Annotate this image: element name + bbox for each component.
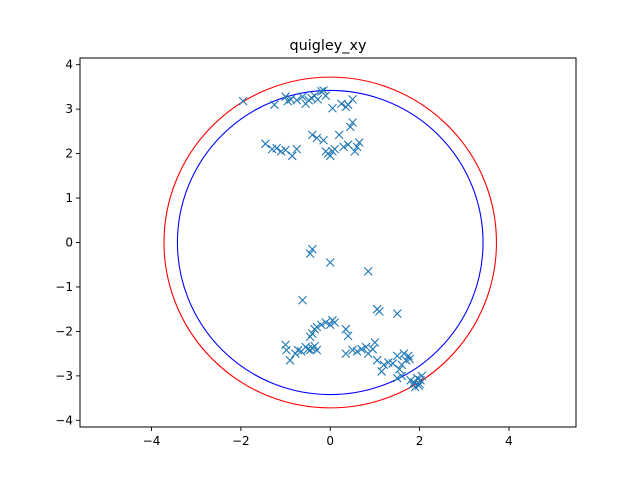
data-point (292, 95, 302, 105)
data-point (281, 92, 290, 102)
data-point (343, 140, 353, 150)
data-point (334, 130, 344, 140)
data-point (325, 151, 335, 161)
x-tick-label: −2 (232, 434, 250, 448)
data-point (312, 133, 322, 143)
data-point (328, 103, 337, 113)
y-tick-label: 1 (65, 191, 73, 205)
data-point (261, 139, 270, 149)
data-point (363, 267, 373, 276)
y-tick-label: −1 (55, 280, 73, 294)
reference-circles (163, 76, 498, 409)
data-point (388, 359, 398, 368)
x-tick-label: −4 (143, 434, 161, 448)
data-point (392, 309, 402, 319)
data-point (313, 94, 323, 104)
y-tick-label: 2 (65, 147, 73, 161)
y-tick-label: −2 (55, 324, 73, 338)
data-point (414, 381, 424, 391)
data-point (377, 367, 387, 376)
data-point (405, 354, 415, 364)
y-tick-label: 3 (65, 102, 73, 116)
data-point (319, 86, 328, 95)
x-tick-label: 4 (505, 434, 513, 448)
axes-frame (79, 57, 577, 428)
data-point (298, 295, 307, 305)
data-point (287, 151, 297, 161)
data-point (374, 307, 384, 316)
data-point (310, 341, 319, 351)
data-point (348, 118, 357, 127)
x-axis: −4 −2 0 2 4 (143, 427, 513, 448)
data-point (345, 122, 355, 132)
data-point (330, 144, 340, 154)
data-point (395, 364, 404, 374)
x-tick-label: 2 (416, 434, 424, 448)
data-point (321, 318, 331, 327)
y-tick-label: −3 (55, 369, 73, 383)
data-point (415, 379, 424, 389)
data-point (269, 100, 279, 110)
data-point (341, 324, 351, 334)
data-point (354, 138, 364, 147)
data-point (307, 130, 317, 140)
data-point (307, 244, 317, 254)
data-point (316, 320, 326, 330)
y-tick-label: −4 (55, 413, 73, 427)
reference-circle-0 (163, 76, 498, 409)
data-point (404, 351, 413, 361)
data-point (357, 344, 366, 354)
y-axis: −4 −3 −2 −1 0 1 2 3 4 (55, 58, 80, 427)
data-point (341, 349, 351, 359)
data-point (343, 331, 353, 341)
data-point (370, 338, 380, 347)
data-point (292, 144, 302, 154)
data-point (352, 347, 362, 356)
data-point (368, 344, 378, 354)
data-point (281, 340, 290, 350)
data-point (238, 96, 248, 106)
data-point (281, 145, 290, 155)
y-tick-label: 4 (65, 58, 73, 72)
data-point (282, 345, 291, 355)
x-tick-label: 0 (326, 434, 334, 448)
y-tick-label: 0 (65, 236, 73, 250)
data-point (319, 135, 328, 145)
data-point (285, 355, 295, 365)
data-markers (238, 86, 427, 392)
data-point (321, 91, 331, 101)
data-point (417, 371, 427, 381)
data-point (409, 378, 419, 387)
data-point (392, 351, 402, 361)
data-point (379, 360, 389, 370)
data-point (290, 349, 300, 359)
data-point (392, 373, 402, 383)
data-point (325, 320, 335, 330)
data-point (312, 345, 322, 355)
data-point (350, 146, 360, 156)
data-point (352, 142, 362, 152)
data-point (348, 94, 357, 104)
data-point (397, 371, 407, 381)
data-point (305, 249, 315, 259)
data-point (298, 92, 307, 102)
data-point (307, 329, 317, 339)
reference-circle-1 (176, 89, 484, 396)
data-point (361, 342, 371, 352)
data-point (343, 100, 353, 110)
data-point (293, 345, 303, 355)
data-point (312, 322, 322, 332)
data-point (372, 355, 382, 365)
data-point (339, 142, 349, 152)
data-point (272, 143, 282, 153)
chart-title: quigley_xy (290, 38, 367, 54)
data-point (325, 258, 335, 267)
data-point (330, 318, 340, 327)
